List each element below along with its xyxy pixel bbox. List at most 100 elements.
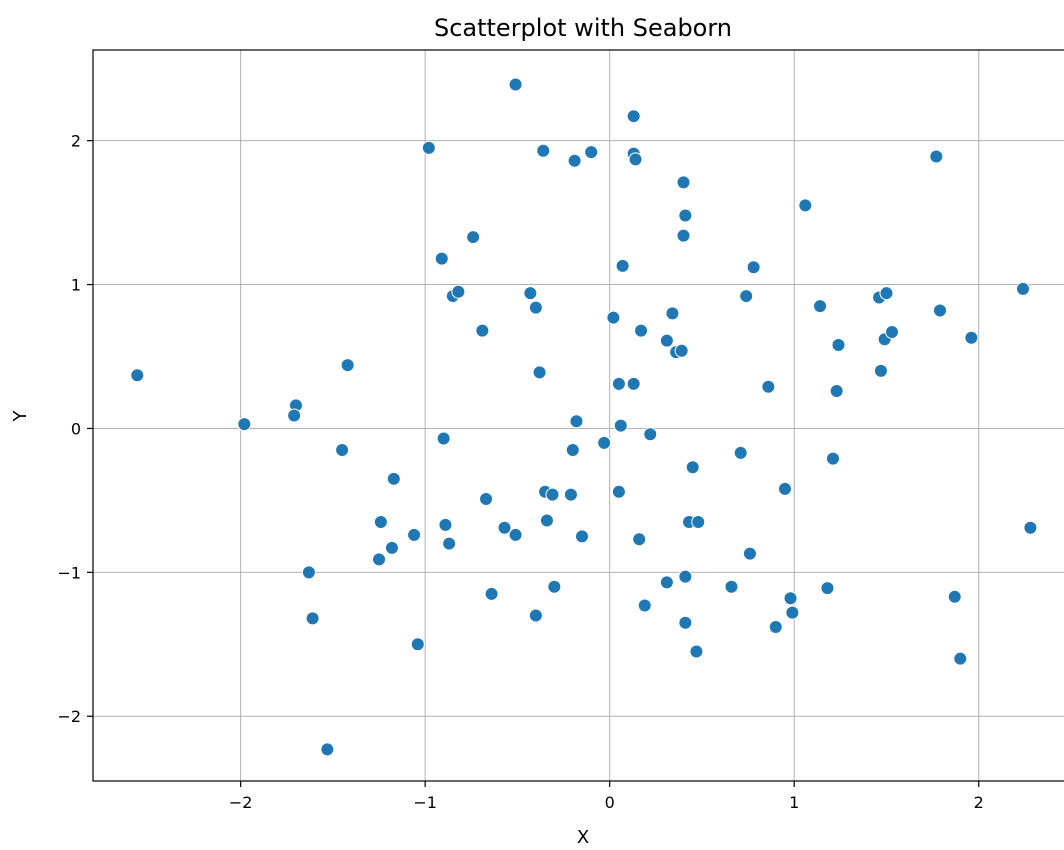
scatter-point: [768, 620, 783, 635]
scatter-point: [829, 384, 844, 399]
scatter-point: [569, 414, 584, 429]
scatter-point: [953, 651, 968, 666]
x-tick-label: 1: [789, 793, 799, 812]
scatter-point: [685, 460, 700, 475]
scatter-point: [508, 527, 523, 542]
scatter-point: [820, 581, 835, 596]
scatter-point: [479, 491, 494, 506]
x-tick-label: −2: [229, 793, 253, 812]
scatter-point: [372, 552, 387, 567]
scatter-point: [825, 451, 840, 466]
scatter-point: [475, 323, 490, 338]
scatter-point: [597, 435, 612, 450]
scatter-point: [761, 379, 776, 394]
scatter-point: [643, 427, 658, 442]
scatter-point: [689, 644, 704, 659]
y-tick-label: 1: [71, 276, 81, 295]
scatter-point: [628, 152, 643, 167]
scatter-point: [373, 514, 388, 529]
scatter-point: [565, 443, 580, 458]
scatter-point: [301, 565, 316, 580]
scatter-point: [634, 323, 649, 338]
scatter-point: [320, 742, 335, 757]
scatter-point: [575, 529, 589, 544]
grid: [93, 50, 1064, 781]
scatter-point: [508, 77, 523, 92]
scatter-point: [739, 289, 754, 304]
x-axis-label: X: [577, 827, 589, 848]
scatter-point: [637, 598, 652, 613]
scatter-point: [733, 445, 748, 460]
scatter-point: [873, 363, 888, 378]
scatter-point: [410, 637, 425, 652]
scatter-point: [130, 368, 145, 383]
scatter-point: [676, 228, 691, 243]
scatter-point: [611, 484, 626, 499]
scatter-point: [567, 153, 582, 168]
scatter-point: [691, 514, 706, 529]
scatter-point: [742, 546, 757, 561]
scatter-point: [421, 140, 436, 155]
scatter-point: [536, 143, 551, 158]
scatter-point: [436, 431, 451, 446]
scatter-point: [407, 527, 422, 542]
scatter-point: [746, 260, 761, 275]
scatter-point: [237, 417, 252, 432]
scatter-point: [813, 299, 828, 314]
scatter-point: [386, 471, 401, 486]
axis-ticks: −2 −1 0 1 2 −2 −1 0 1 2: [57, 132, 983, 812]
scatter-point: [305, 611, 320, 626]
scatter-point: [632, 532, 647, 547]
x-tick-label: 0: [605, 793, 615, 812]
scatter-point: [335, 443, 350, 458]
scatter-point: [831, 337, 846, 352]
scatter-point: [434, 251, 449, 266]
points-layer: [130, 77, 1038, 757]
scatter-point: [563, 487, 578, 502]
scatter-point: [932, 303, 947, 318]
scatter-point: [678, 208, 693, 223]
scatter-point: [438, 517, 453, 532]
scatter-point: [484, 586, 499, 601]
scatter-point: [523, 286, 538, 301]
scatter-point: [539, 513, 554, 528]
scatter-point: [724, 579, 739, 594]
scatter-point: [626, 376, 641, 391]
scatter-point: [287, 408, 302, 423]
scatter-point: [528, 608, 543, 623]
scatter-point: [611, 376, 626, 391]
scatter-point: [547, 579, 562, 594]
scatter-point: [783, 591, 798, 606]
scatter-point: [613, 418, 628, 433]
scatter-point: [674, 343, 689, 358]
scatter-point: [584, 145, 599, 160]
scatter-point: [532, 365, 547, 380]
scatter-point: [451, 284, 466, 299]
y-tick-label: 0: [71, 419, 81, 438]
scatter-point: [1023, 520, 1038, 535]
y-axis-label: Y: [10, 410, 31, 423]
scatter-point: [659, 333, 674, 348]
scatter-point: [678, 569, 693, 584]
scatter-point: [626, 109, 641, 124]
y-tick-label: −2: [57, 707, 81, 726]
scatter-point: [340, 358, 355, 373]
y-tick-label: 2: [71, 132, 81, 151]
scatter-point: [497, 520, 512, 535]
scatter-point: [798, 198, 813, 213]
scatter-point: [615, 258, 630, 273]
scatter-point: [528, 300, 543, 315]
scatter-point: [785, 605, 800, 620]
scatter-point: [947, 589, 962, 604]
plot-frame: [92, 49, 1064, 782]
x-tick-label: 2: [974, 793, 984, 812]
scatter-point: [678, 615, 693, 630]
scatter-point: [466, 230, 481, 245]
scatter-point: [442, 536, 457, 551]
scatter-point: [885, 325, 900, 340]
chart-title: Scatterplot with Seaborn: [434, 14, 732, 42]
scatter-point: [964, 330, 979, 345]
scatter-point: [676, 175, 691, 190]
scatter-point: [659, 575, 674, 590]
